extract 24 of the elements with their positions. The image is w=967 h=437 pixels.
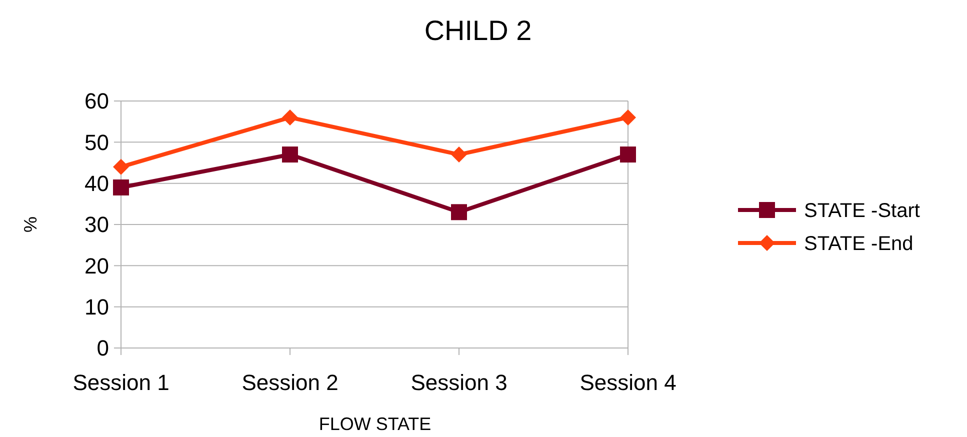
x-tick-label: Session 3: [410, 370, 508, 395]
point: [620, 109, 636, 126]
point: [620, 146, 636, 163]
y-tick-label: 0: [96, 336, 109, 361]
point: [113, 179, 129, 196]
y-tick-label: 50: [84, 130, 109, 155]
x-tick-label: Session 1: [72, 370, 170, 395]
point: [282, 109, 298, 126]
point: [451, 204, 467, 220]
chart-title: CHILD 2: [424, 15, 532, 46]
y-axis-title: %: [20, 216, 40, 233]
x-tick-label: Session 2: [242, 370, 338, 395]
point: [113, 158, 129, 175]
legend-label: STATE -Start: [804, 200, 920, 222]
x-axis-title: FLOW STATE: [318, 414, 432, 434]
y-tick-label: 20: [84, 253, 109, 278]
y-tick-label: 10: [84, 294, 109, 320]
x-tick-label: Session 4: [580, 370, 676, 395]
legend-label: STATE -End: [804, 233, 914, 255]
y-tick-label: 30: [84, 212, 109, 238]
y-tick-label: 40: [84, 171, 109, 196]
point: [282, 146, 298, 163]
y-tick-label: 60: [84, 88, 109, 114]
point: [451, 146, 467, 163]
